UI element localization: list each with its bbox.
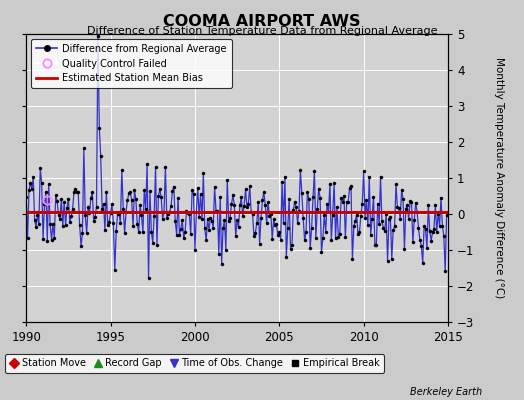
Y-axis label: Monthly Temperature Anomaly Difference (°C): Monthly Temperature Anomaly Difference (… bbox=[494, 57, 504, 299]
Text: COOMA AIRPORT AWS: COOMA AIRPORT AWS bbox=[163, 14, 361, 29]
Text: Berkeley Earth: Berkeley Earth bbox=[410, 387, 482, 397]
Text: Difference of Station Temperature Data from Regional Average: Difference of Station Temperature Data f… bbox=[87, 26, 437, 36]
Legend: Station Move, Record Gap, Time of Obs. Change, Empirical Break: Station Move, Record Gap, Time of Obs. C… bbox=[5, 354, 385, 373]
